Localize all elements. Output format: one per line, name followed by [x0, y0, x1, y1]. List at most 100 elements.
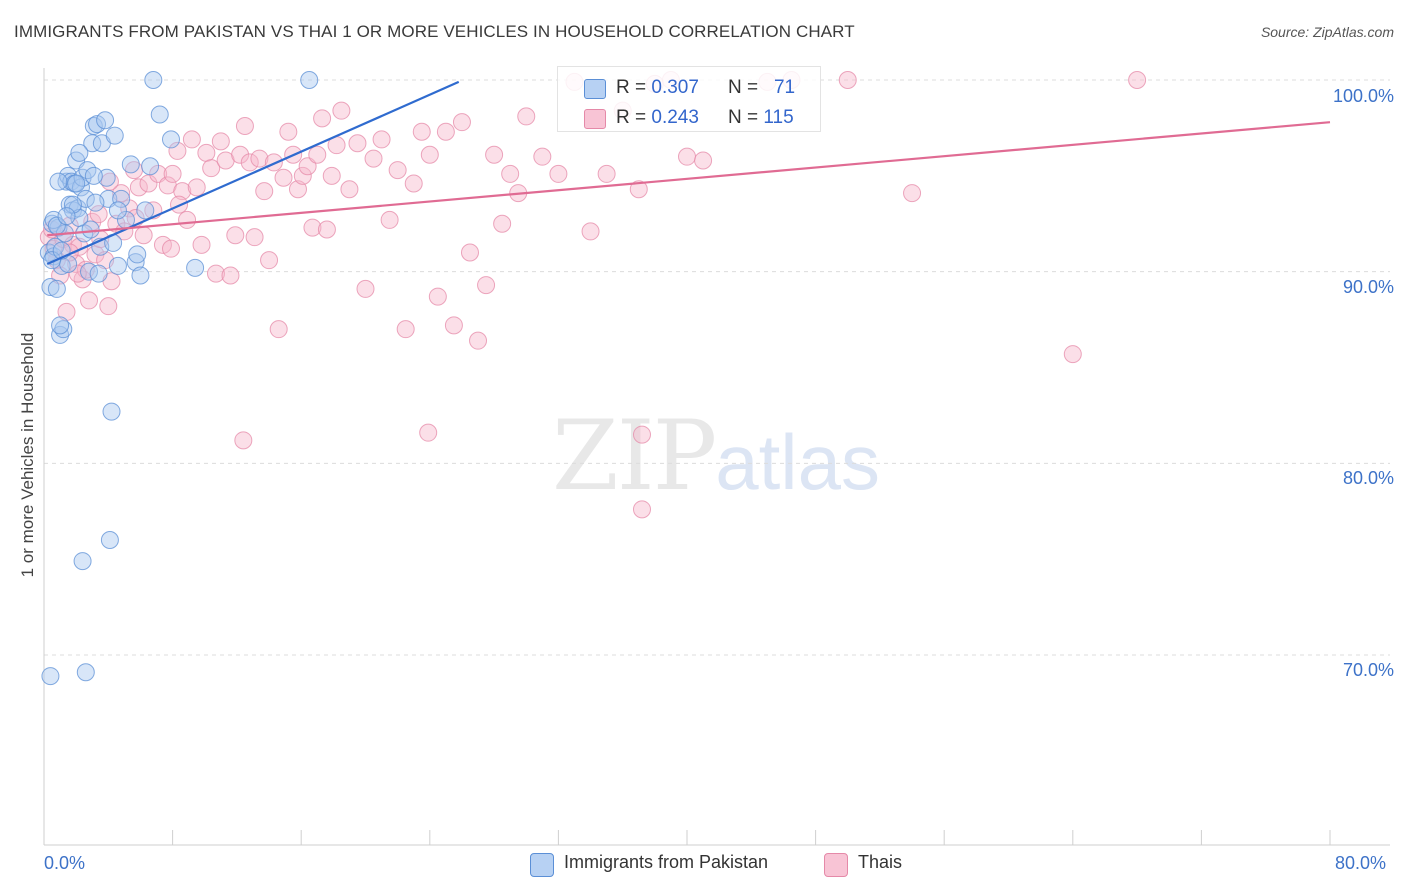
thai-point [388, 161, 407, 180]
thai-point [477, 276, 496, 295]
thai-trend-line [47, 121, 1331, 237]
thai-point [340, 180, 359, 199]
thai-point [226, 226, 245, 245]
pakistan-point [41, 667, 60, 686]
pakistan-point [96, 111, 115, 130]
thai-n-value: 115 [763, 107, 794, 128]
pakistan-point [126, 253, 145, 272]
thai-point [412, 122, 431, 141]
thai-r: R = 0.243 [616, 107, 699, 129]
thai-point [903, 184, 922, 203]
thai-point [163, 164, 182, 183]
pakistan-trend-line [46, 80, 460, 266]
thai-r-value: 0.243 [651, 107, 699, 128]
stats-row-thai: R = 0.243 N = 115 [558, 101, 820, 131]
thai-point [168, 141, 187, 160]
pakistan-point [186, 258, 205, 277]
thai-point [260, 251, 279, 270]
pakistan-point [102, 402, 121, 421]
pakistan-r-label: R = [616, 77, 652, 98]
thai-point [274, 168, 293, 187]
pakistan-point [136, 201, 155, 220]
thai-point [632, 425, 651, 444]
source-name[interactable]: ZipAtlas.com [1313, 24, 1394, 40]
thai-point [428, 287, 447, 306]
thai-point [629, 180, 648, 199]
thai-point [1063, 345, 1082, 364]
thai-point [80, 291, 99, 310]
thai-point [211, 132, 230, 151]
thai-point [485, 145, 504, 164]
thai-point [279, 122, 298, 141]
thai-point [129, 178, 148, 197]
x-tick-label-min: 0.0% [44, 853, 86, 873]
thai-point [597, 164, 616, 183]
pakistan-point [86, 193, 105, 212]
pakistan-point [131, 266, 150, 285]
thai-point [581, 222, 600, 241]
pakistan-n: N = 71 [728, 77, 795, 99]
thai-point [404, 174, 423, 193]
thai-point [298, 157, 317, 176]
pakistan-point [57, 207, 76, 226]
thai-point [245, 228, 264, 247]
thai-point [501, 164, 520, 183]
watermark: ZIPatlas [552, 400, 880, 512]
pakistan-point [76, 663, 95, 682]
pakistan-point [121, 155, 140, 174]
thai-point [264, 153, 283, 172]
pakistan-point [67, 174, 86, 193]
thai-point [694, 151, 713, 170]
thai-point [192, 235, 211, 254]
thai-point [235, 117, 254, 135]
thai-point [332, 101, 351, 120]
y-axis-label: 1 or more Vehicles in Household [18, 332, 37, 578]
thai-point [134, 226, 153, 245]
watermark-atlas: atlas [715, 418, 880, 506]
thai-point [308, 145, 327, 164]
thai-n: N = 115 [728, 107, 794, 129]
pakistan-n-value: 71 [773, 77, 796, 98]
pakistan-point [105, 126, 124, 145]
pakistan-point [112, 189, 131, 208]
thai-r-label: R = [616, 107, 652, 128]
thai-point [444, 316, 463, 335]
thai-point [419, 423, 438, 442]
thai-point [68, 264, 87, 283]
pakistan-point [89, 264, 108, 283]
pakistan-point [51, 325, 70, 344]
thai-point [678, 147, 696, 166]
pakistan-point [63, 195, 82, 214]
thai-point [356, 279, 375, 298]
thai-n-label: N = [728, 107, 764, 128]
pakistan-point [47, 279, 66, 298]
thai-point [207, 264, 226, 283]
thai-point [493, 214, 512, 233]
thai-point [178, 210, 197, 229]
thai-point [202, 159, 221, 178]
thai-point [240, 153, 259, 172]
legend-swatch-thai [824, 853, 848, 877]
thai-point [161, 239, 180, 258]
pakistan-point [41, 278, 60, 296]
y-tick-label-100: 100.0% [1332, 86, 1394, 106]
pakistan-point [70, 143, 89, 162]
stats-legend: R = 0.307 N = 71 R = 0.243 N = 115 [557, 66, 821, 132]
pakistan-point [51, 316, 70, 335]
thai-point [89, 205, 108, 224]
pakistan-r: R = 0.307 [616, 77, 699, 99]
legend-label-pakistan: Immigrants from Pakistan [564, 852, 769, 872]
thai-point [348, 134, 367, 153]
y-tick-label-70: 70.0% [1342, 660, 1394, 680]
thai-point [197, 143, 216, 162]
thai-point [288, 180, 307, 199]
pakistan-point [84, 166, 103, 185]
thai-point [549, 164, 568, 183]
thai-point [460, 243, 479, 262]
thai-point [317, 220, 336, 239]
thai-point [99, 297, 118, 316]
y-tick-label-90: 90.0% [1342, 277, 1394, 297]
pakistan-point [128, 245, 147, 264]
thai-point [303, 218, 322, 237]
